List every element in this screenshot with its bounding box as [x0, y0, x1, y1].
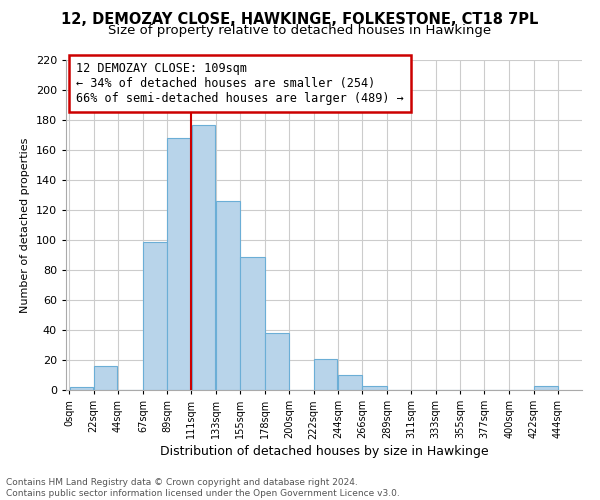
Bar	[265, 333, 289, 390]
Bar	[240, 256, 265, 390]
X-axis label: Distribution of detached houses by size in Hawkinge: Distribution of detached houses by size …	[160, 446, 488, 458]
Bar	[167, 138, 191, 390]
Bar	[534, 386, 557, 390]
Y-axis label: Number of detached properties: Number of detached properties	[20, 138, 30, 312]
Bar	[362, 386, 387, 390]
Text: Size of property relative to detached houses in Hawkinge: Size of property relative to detached ho…	[109, 24, 491, 37]
Bar	[314, 358, 337, 390]
Bar	[143, 242, 167, 390]
Bar	[338, 375, 362, 390]
Bar	[216, 201, 239, 390]
Text: 12 DEMOZAY CLOSE: 109sqm
← 34% of detached houses are smaller (254)
66% of semi-: 12 DEMOZAY CLOSE: 109sqm ← 34% of detach…	[76, 62, 404, 104]
Bar	[191, 124, 215, 390]
Text: Contains HM Land Registry data © Crown copyright and database right 2024.
Contai: Contains HM Land Registry data © Crown c…	[6, 478, 400, 498]
Text: 12, DEMOZAY CLOSE, HAWKINGE, FOLKESTONE, CT18 7PL: 12, DEMOZAY CLOSE, HAWKINGE, FOLKESTONE,…	[61, 12, 539, 28]
Bar	[70, 387, 93, 390]
Bar	[94, 366, 118, 390]
